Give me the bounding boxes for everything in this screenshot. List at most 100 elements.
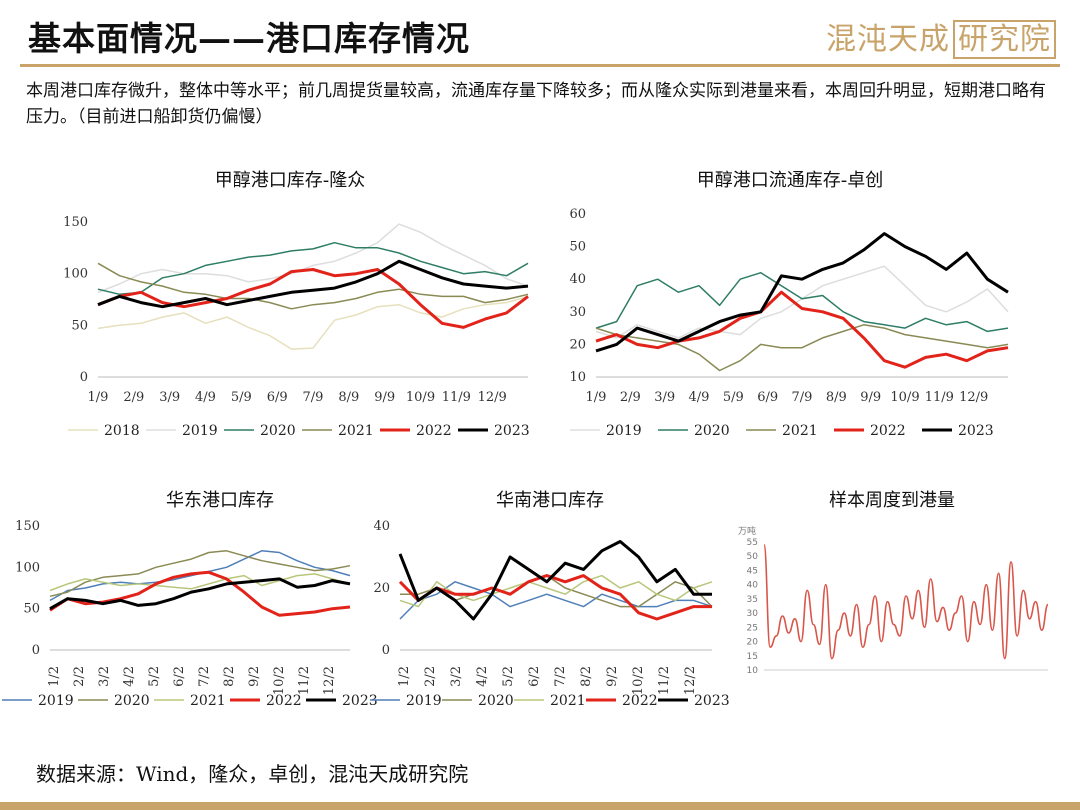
x-tick-label: 5/9: [231, 390, 252, 405]
x-tick-label: 1/2: [397, 666, 412, 687]
x-tick-label: 9/2: [605, 666, 620, 687]
legend-label-2022: 2022: [622, 693, 658, 709]
legend-label-2020: 2020: [478, 693, 514, 709]
y-tick-label: 20: [747, 638, 759, 648]
x-tick-label: 10/9: [406, 390, 435, 405]
legend-label-2020: 2020: [260, 423, 296, 439]
series-line-2019: [49, 550, 351, 602]
summary-text: 本周港口库存微升，整体中等水平；前几周提货量较高，流通库存量下降较多；而从隆众实…: [26, 81, 1046, 127]
x-tick-label: 9/2: [247, 666, 262, 687]
y-tick-label: 40: [747, 581, 759, 591]
y-tick-label: 50: [569, 240, 586, 255]
x-tick-label: 6/9: [757, 390, 778, 405]
series-line-2023: [398, 540, 712, 621]
x-tick-label: 11/2: [657, 666, 672, 695]
y-tick-label: 30: [569, 305, 586, 320]
legend-label-2019: 2019: [406, 693, 442, 709]
legend-label-2020: 2020: [114, 693, 150, 709]
x-tick-label: 12/9: [478, 390, 507, 405]
x-tick-label: 1/9: [586, 390, 607, 405]
chart-5-title: 样本周度到港量: [829, 490, 955, 511]
logo-boxed-text: 研究院: [953, 20, 1056, 59]
brand-logo: 混沌天成 研究院: [826, 14, 1056, 59]
y-tick-label: 45: [747, 566, 758, 576]
legend-label-2021: 2021: [190, 693, 226, 709]
y-tick-label: 40: [373, 519, 390, 534]
legend-label-2022: 2022: [870, 423, 906, 439]
unit-label: 万吨: [738, 525, 756, 537]
x-tick-label: 11/9: [925, 390, 954, 405]
series-line-2021: [595, 324, 1009, 372]
series-line-2023: [595, 232, 1009, 353]
x-tick-label: 5/9: [723, 390, 744, 405]
x-tick-label: 10/2: [631, 666, 646, 695]
series-line-2019: [97, 223, 529, 293]
x-tick-label: 2/2: [423, 666, 438, 687]
legend-label-2020: 2020: [694, 423, 730, 439]
x-tick-label: 8/9: [826, 390, 847, 405]
series-line-2021: [97, 262, 529, 310]
y-tick-label: 25: [747, 623, 758, 633]
y-tick-label: 40: [569, 272, 586, 287]
x-tick-label: 3/2: [449, 666, 464, 687]
x-tick-label: 10/2: [272, 666, 287, 695]
page-title: 基本面情况——港口库存情况: [28, 19, 470, 58]
y-tick-label: 150: [63, 215, 88, 230]
series-line-2018: [97, 295, 529, 350]
logo-text: 混沌天成: [826, 22, 950, 57]
series-line-2019: [595, 265, 1009, 339]
data-source: 数据来源：Wind，隆众，卓创，混沌天成研究院: [36, 762, 469, 786]
series-line-2020: [97, 241, 529, 296]
x-tick-label: 8/2: [222, 666, 237, 687]
x-tick-label: 7/9: [792, 390, 813, 405]
x-tick-label: 2/2: [72, 666, 87, 687]
x-tick-label: 11/2: [297, 666, 312, 695]
x-tick-label: 8/2: [579, 666, 594, 687]
series-line-2019: [399, 581, 713, 620]
series-line-2023: [97, 259, 529, 309]
legend-label-2022: 2022: [266, 693, 302, 709]
chart-3: 0 50 100 150 1/2 2/2 3/2 4/2 5/2 6/2 7/2 8/2 9/2 10/2…: [2, 519, 378, 709]
series-line-2022: [595, 290, 1009, 369]
series-line-2021: [49, 573, 351, 592]
legend-label-2023: 2023: [342, 693, 378, 709]
y-tick-label: 150: [15, 519, 40, 534]
y-tick-label: 100: [15, 560, 40, 575]
x-tick-label: 9/9: [374, 390, 395, 405]
y-tick-label: 10: [747, 666, 759, 676]
x-tick-label: 6/2: [527, 666, 542, 687]
x-tick-label: 4/9: [689, 390, 710, 405]
legend-label-2021: 2021: [782, 423, 818, 439]
y-tick-label: 20: [569, 337, 586, 352]
x-tick-label: 12/2: [683, 666, 698, 695]
chart-3-title: 华东港口库存: [166, 490, 274, 511]
y-tick-label: 20: [373, 581, 390, 596]
chart-1-title: 甲醇港口库存-隆众: [214, 170, 366, 191]
x-tick-label: 12/2: [322, 666, 337, 695]
x-tick-label: 9/9: [860, 390, 881, 405]
y-tick-label: 0: [382, 643, 390, 658]
x-tick-label: 6/9: [267, 390, 288, 405]
x-tick-label: 2/9: [620, 390, 641, 405]
legend-label-2018: 2018: [104, 423, 140, 439]
x-tick-label: 7/2: [197, 666, 212, 687]
y-tick-label: 0: [32, 643, 40, 658]
y-tick-label: 50: [71, 318, 88, 333]
series-line-arrivals: [763, 544, 1049, 660]
series-line-2023: [49, 577, 351, 611]
y-tick-label: 0: [80, 370, 88, 385]
legend-label-2023: 2023: [958, 423, 994, 439]
y-tick-label: 55: [747, 538, 758, 548]
series-line-2020: [595, 271, 1009, 333]
y-tick-label: 15: [747, 652, 758, 662]
chart-5: 万吨 10 15 20 25 30 35 40 45 50 55: [738, 525, 1049, 676]
chart-4: 0 20 40 1/2 2/2 3/2 4/2 5/2 6/2 7/2 8/2 9/2 10/2 11/2…: [370, 519, 730, 709]
y-tick-label: 60: [569, 207, 586, 222]
header-rule: [20, 64, 1060, 67]
x-tick-label: 4/2: [475, 666, 490, 687]
y-tick-label: 100: [63, 267, 88, 282]
x-tick-label: 7/9: [303, 390, 324, 405]
x-tick-label: 12/9: [959, 390, 988, 405]
y-tick-label: 35: [747, 595, 758, 605]
y-tick-label: 50: [747, 552, 759, 562]
